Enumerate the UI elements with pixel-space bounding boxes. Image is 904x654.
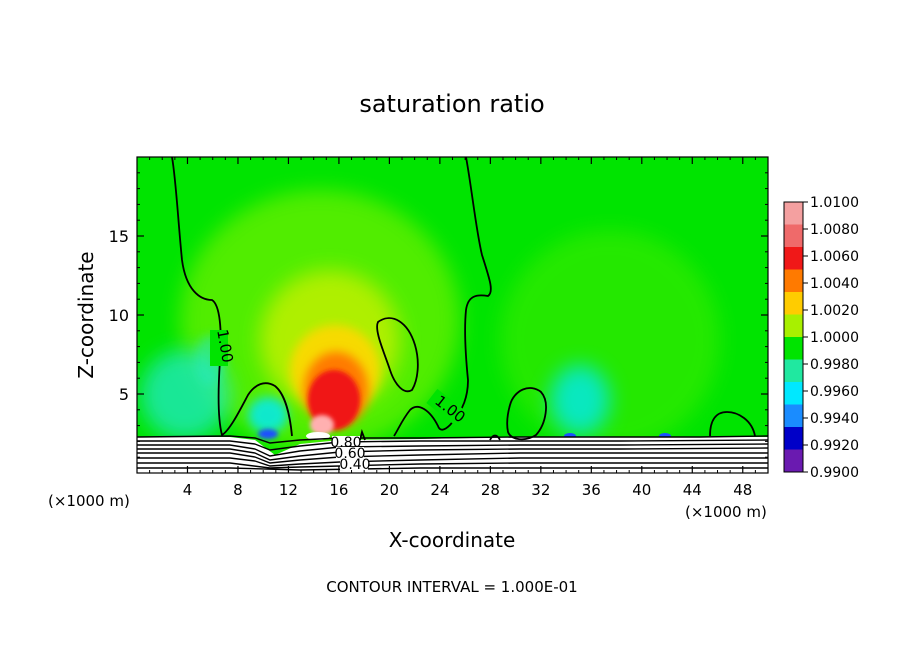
colorbar-swatch-8	[784, 382, 803, 405]
contour-label-left: 1.00	[213, 328, 237, 364]
colorbar-swatch-11	[784, 449, 803, 473]
colorbar-label-2: 1.0060	[810, 249, 859, 265]
colorbar-swatch-3	[784, 269, 803, 293]
field-blue-mid	[258, 429, 278, 439]
x-axis: 4 8 12 16 20 24 28 32 36 40 44 48	[149, 157, 756, 499]
colorbar-label-5: 1.0000	[810, 330, 859, 346]
field-cyan-mid	[248, 397, 288, 433]
x-tick-label-10: 44	[683, 481, 702, 499]
colorbar-label-0: 1.0100	[810, 195, 859, 211]
contour-label-060: 0.60	[334, 446, 365, 462]
x-tick-label-6: 28	[481, 481, 500, 499]
x-tick-label-0: 4	[183, 481, 193, 499]
colorbar-label-9: 0.9920	[810, 438, 859, 454]
x-unit-left: (×1000 m)	[48, 492, 130, 510]
y-tick-label-2: 15	[109, 227, 129, 246]
contour-center-loop	[376, 317, 419, 393]
contour-label-040: 0.40	[339, 457, 370, 473]
field-light-green-right	[500, 230, 720, 450]
x-tick-label-2: 12	[279, 481, 298, 499]
x-tick-label-4: 20	[380, 481, 399, 499]
y-tick-label-0: 5	[119, 385, 129, 404]
chart-title: saturation ratio	[359, 90, 544, 118]
colorbar-label-3: 1.0040	[810, 276, 859, 292]
saturation-field	[137, 157, 768, 473]
colorbar-swatch-0	[784, 202, 803, 225]
colorbar-swatch-9	[784, 404, 803, 428]
colorbar: 1.0100 1.0080 1.0060 1.0040 1.0020 1.0000 0.99…	[783, 195, 859, 481]
x-tick-label-3: 16	[329, 481, 348, 499]
colorbar-label-8: 0.9940	[810, 411, 859, 427]
colorbar-label-6: 0.9980	[810, 357, 859, 373]
contour-labels: 1.00 1.00 0.80 0.60 0.40	[210, 328, 469, 473]
colorbar-label-4: 1.0020	[810, 303, 859, 319]
colorbar-label-1: 1.0080	[810, 222, 859, 238]
x-tick-label-11: 48	[733, 481, 752, 499]
contour-far-right	[709, 411, 756, 437]
colorbar-label-7: 0.9960	[810, 384, 859, 400]
colorbar-swatch-6	[784, 337, 803, 360]
x-tick-label-1: 8	[233, 481, 243, 499]
colorbar-swatch-1	[784, 224, 803, 248]
contour-right-loop	[506, 387, 547, 441]
field-cyan-right	[550, 365, 610, 435]
x-tick-label-5: 24	[430, 481, 449, 499]
y-axis: 5 10 15	[109, 172, 768, 458]
x-unit-right: (×1000 m)	[685, 503, 767, 521]
y-tick-label-1: 10	[109, 306, 129, 325]
contour-small-dip	[489, 434, 501, 441]
field-pink-core	[310, 415, 334, 435]
contour-lines	[171, 157, 756, 441]
surface-contours	[137, 435, 768, 471]
contour-small-spike	[359, 428, 366, 441]
x-tick-label-7: 32	[531, 481, 550, 499]
colorbar-swatch-2	[784, 247, 803, 270]
x-tick-label-8: 36	[582, 481, 601, 499]
contour-left	[171, 157, 293, 437]
y-axis-label: Z-coordinate	[74, 251, 98, 378]
colorbar-swatch-4	[784, 292, 803, 315]
x-tick-label-9: 40	[632, 481, 651, 499]
contour-center-right	[393, 157, 492, 437]
colorbar-swatch-7	[784, 359, 803, 383]
colorbar-swatch-10	[784, 427, 803, 450]
field-white-spot	[306, 432, 330, 440]
x-axis-label: X-coordinate	[389, 528, 516, 552]
contour-interval-note: CONTOUR INTERVAL = 1.000E-01	[326, 578, 577, 596]
colorbar-swatch-5	[784, 314, 803, 338]
colorbar-label-10: 0.9900	[810, 465, 859, 481]
field-red-core	[308, 370, 360, 430]
